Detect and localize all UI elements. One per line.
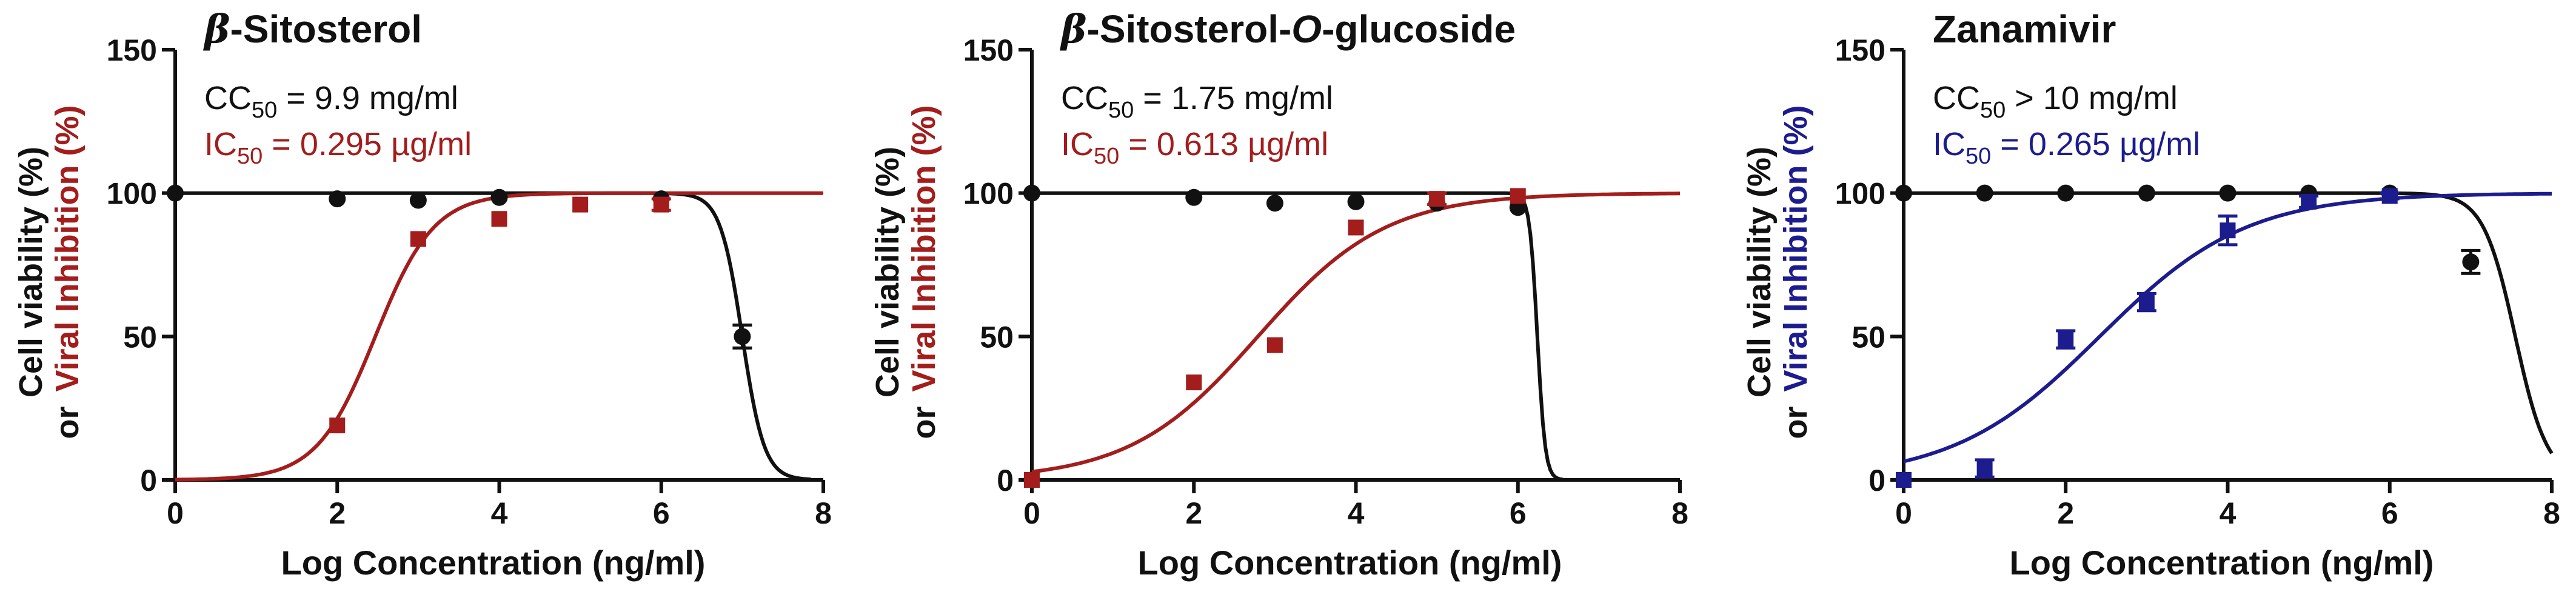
chart-panel-3: 0 50 100 150 0 2 4 6 8 Log Concentration (ng/ml) C…	[1741, 7, 2560, 582]
chart-panel-1: 0 50 100 150 0 2 4 6 8 Log Concentration (ng/ml) C…	[13, 7, 832, 582]
x-tick-label: 8	[1671, 496, 1688, 530]
y-tick-label: 150	[1835, 33, 1885, 67]
x-tick-label: 6	[2381, 496, 2398, 530]
inhibition-point	[1186, 374, 1202, 391]
inhibition-fit-curve	[175, 191, 823, 482]
viability-point	[329, 190, 346, 208]
x-tick-label: 8	[2543, 496, 2560, 530]
inhibition-point	[1896, 472, 1912, 488]
ic50-annotation: IC50 = 0.613 µg/ml	[1061, 126, 1328, 169]
inhibition-fit-curve	[1031, 191, 1680, 474]
viability-point	[490, 188, 508, 206]
chart-title: β-Sitosterol-O-glucoside	[1060, 7, 1516, 52]
x-tick-label: 2	[2057, 496, 2074, 530]
y-tick-label: 150	[107, 33, 157, 67]
chart-panel-2: 0 50 100 150 0 2 4 6 8 Log Concentration (ng/ml) C…	[869, 7, 1688, 582]
y-tick-label: 50	[123, 320, 157, 354]
y-tick-label: 150	[963, 33, 1014, 67]
x-tick-label: 6	[1510, 496, 1527, 530]
inhibition-point	[2138, 294, 2155, 310]
inhibition-point	[2220, 222, 2236, 239]
y-tick-label: 0	[1868, 464, 1885, 497]
viability-point	[2462, 253, 2480, 271]
inhibition-point	[2301, 193, 2317, 210]
inhibition-point	[1976, 461, 1993, 477]
y-tick-label: 0	[140, 464, 157, 497]
viability-point	[2138, 184, 2155, 202]
x-tick-label: 0	[1023, 496, 1040, 530]
x-tick-label: 2	[1185, 496, 1202, 530]
x-tick-label: 0	[167, 496, 184, 530]
inhibition-point	[410, 231, 426, 247]
cc50-annotation: CC50 > 10 mg/ml	[1933, 80, 2178, 123]
inhibition-point	[653, 196, 669, 213]
viability-point	[2057, 184, 2075, 202]
viability-fit-curve	[175, 191, 811, 482]
inhibition-point	[572, 196, 589, 213]
x-tick-label: 4	[2220, 496, 2236, 530]
x-tick-label: 4	[491, 496, 508, 530]
y-tick-label: 50	[1852, 320, 1885, 354]
y-axis-label-inhibition: orViral Inhibition (%)	[906, 105, 942, 439]
viability-fit-curve	[1032, 191, 1564, 482]
x-tick-label: 4	[1348, 496, 1365, 530]
inhibition-point	[491, 211, 507, 227]
viability-point	[167, 184, 184, 202]
x-tick-label: 8	[815, 496, 832, 530]
y-tick-label: 50	[980, 320, 1014, 354]
y-axis-label-viability: Cell viability (%)	[869, 147, 906, 398]
inhibition-point	[1510, 188, 1526, 204]
y-axis-label-inhibition: orViral Inhibition (%)	[1778, 105, 1814, 439]
y-tick-label: 0	[997, 464, 1014, 497]
ic50-annotation: IC50 = 0.265 µg/ml	[1933, 126, 2200, 169]
y-axis-label-viability: Cell viability (%)	[13, 147, 49, 398]
cc50-annotation: CC50 = 9.9 mg/ml	[204, 80, 458, 123]
inhibition-point	[329, 418, 346, 434]
viability-point	[409, 191, 427, 209]
viability-point	[2219, 184, 2236, 202]
x-axis-label: Log Concentration (ng/ml)	[281, 544, 706, 582]
inhibition-point	[1266, 337, 1283, 353]
inhibition-point	[2381, 188, 2398, 204]
inhibition-point	[1429, 191, 1445, 207]
viability-point	[1976, 184, 1993, 202]
cc50-annotation: CC50 = 1.75 mg/ml	[1061, 80, 1333, 123]
y-tick-label: 100	[1835, 177, 1885, 211]
inhibition-point	[1348, 219, 1364, 236]
viability-point	[1185, 188, 1203, 206]
chart-title: Zanamivir	[1933, 7, 2116, 51]
x-axis-label: Log Concentration (ng/ml)	[1138, 544, 1562, 582]
y-axis-label-viability: Cell viability (%)	[1741, 147, 1778, 398]
chart-title: β-Sitosterol	[203, 7, 422, 52]
viability-point	[1266, 195, 1283, 212]
y-tick-label: 100	[107, 177, 157, 211]
viability-point	[734, 328, 751, 345]
viability-point	[1023, 184, 1040, 202]
inhibition-point	[1024, 472, 1040, 488]
x-tick-label: 6	[653, 496, 670, 530]
y-axis-label-inhibition: orViral Inhibition (%)	[49, 105, 85, 439]
inhibition-point	[2058, 331, 2074, 348]
viability-point	[1895, 184, 1912, 202]
viability-point	[1347, 193, 1365, 210]
x-tick-label: 0	[1895, 496, 1912, 530]
x-axis-label: Log Concentration (ng/ml)	[2010, 544, 2434, 582]
x-tick-label: 2	[329, 496, 346, 530]
y-tick-label: 100	[963, 177, 1014, 211]
ic50-annotation: IC50 = 0.295 µg/ml	[204, 126, 472, 169]
